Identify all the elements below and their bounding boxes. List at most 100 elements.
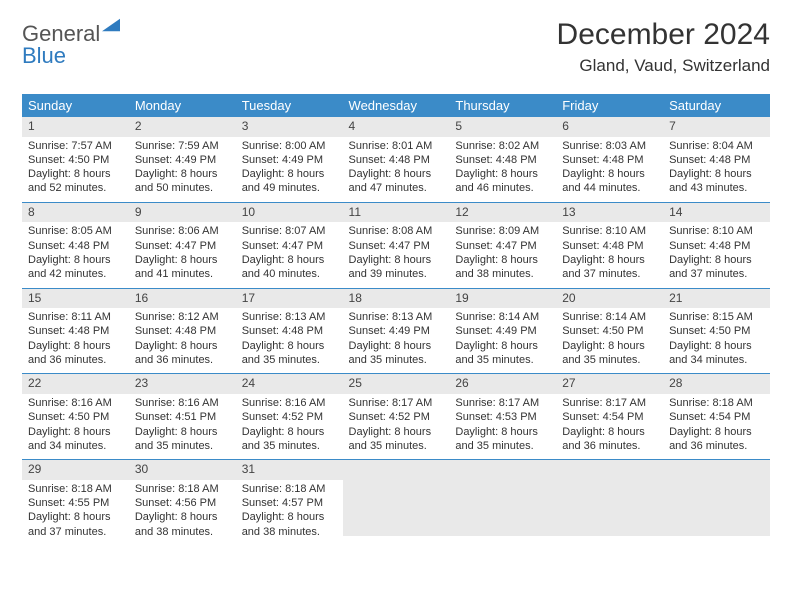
day-content: Sunrise: 8:18 AMSunset: 4:57 PMDaylight:…: [236, 480, 343, 545]
daylight-text: Daylight: 8 hours and 38 minutes.: [455, 253, 550, 282]
sunset-text: Sunset: 4:56 PM: [135, 496, 230, 510]
day-number: 31: [236, 460, 343, 480]
calendar-cell: 1Sunrise: 7:57 AMSunset: 4:50 PMDaylight…: [22, 117, 129, 202]
calendar-cell-empty: [449, 460, 556, 545]
calendar-cell: 26Sunrise: 8:17 AMSunset: 4:53 PMDayligh…: [449, 374, 556, 460]
sunrise-text: Sunrise: 8:17 AM: [349, 396, 444, 410]
day-header: Friday: [556, 94, 663, 117]
day-content: Sunrise: 8:16 AMSunset: 4:52 PMDaylight:…: [236, 394, 343, 459]
sunrise-text: Sunrise: 8:09 AM: [455, 224, 550, 238]
day-number: 16: [129, 289, 236, 309]
day-content: Sunrise: 8:18 AMSunset: 4:54 PMDaylight:…: [663, 394, 770, 459]
day-content: Sunrise: 8:05 AMSunset: 4:48 PMDaylight:…: [22, 222, 129, 287]
day-number: 3: [236, 117, 343, 137]
daylight-text: Daylight: 8 hours and 34 minutes.: [669, 339, 764, 368]
day-number: 10: [236, 203, 343, 223]
daylight-text: Daylight: 8 hours and 37 minutes.: [669, 253, 764, 282]
calendar-cell: 28Sunrise: 8:18 AMSunset: 4:54 PMDayligh…: [663, 374, 770, 460]
day-content: Sunrise: 8:16 AMSunset: 4:51 PMDaylight:…: [129, 394, 236, 459]
sunrise-text: Sunrise: 8:17 AM: [455, 396, 550, 410]
sunrise-text: Sunrise: 8:11 AM: [28, 310, 123, 324]
day-header: Tuesday: [236, 94, 343, 117]
day-number: 20: [556, 289, 663, 309]
day-content: Sunrise: 8:02 AMSunset: 4:48 PMDaylight:…: [449, 137, 556, 202]
sunset-text: Sunset: 4:51 PM: [135, 410, 230, 424]
day-content: Sunrise: 7:57 AMSunset: 4:50 PMDaylight:…: [22, 137, 129, 202]
day-content: Sunrise: 8:04 AMSunset: 4:48 PMDaylight:…: [663, 137, 770, 202]
day-header: Wednesday: [343, 94, 450, 117]
day-number: 24: [236, 374, 343, 394]
day-number: 14: [663, 203, 770, 223]
calendar-cell: 30Sunrise: 8:18 AMSunset: 4:56 PMDayligh…: [129, 460, 236, 545]
calendar-cell: 10Sunrise: 8:07 AMSunset: 4:47 PMDayligh…: [236, 202, 343, 288]
calendar-cell: 14Sunrise: 8:10 AMSunset: 4:48 PMDayligh…: [663, 202, 770, 288]
day-content: Sunrise: 8:17 AMSunset: 4:54 PMDaylight:…: [556, 394, 663, 459]
calendar-cell: 22Sunrise: 8:16 AMSunset: 4:50 PMDayligh…: [22, 374, 129, 460]
sunrise-text: Sunrise: 8:16 AM: [242, 396, 337, 410]
calendar-row: 8Sunrise: 8:05 AMSunset: 4:48 PMDaylight…: [22, 202, 770, 288]
sunset-text: Sunset: 4:48 PM: [28, 324, 123, 338]
day-number: 28: [663, 374, 770, 394]
calendar-cell: 23Sunrise: 8:16 AMSunset: 4:51 PMDayligh…: [129, 374, 236, 460]
sunset-text: Sunset: 4:50 PM: [28, 153, 123, 167]
day-number: 7: [663, 117, 770, 137]
day-content: Sunrise: 8:03 AMSunset: 4:48 PMDaylight:…: [556, 137, 663, 202]
calendar-cell: 24Sunrise: 8:16 AMSunset: 4:52 PMDayligh…: [236, 374, 343, 460]
daylight-text: Daylight: 8 hours and 35 minutes.: [455, 425, 550, 454]
sunset-text: Sunset: 4:49 PM: [349, 324, 444, 338]
calendar-cell: 7Sunrise: 8:04 AMSunset: 4:48 PMDaylight…: [663, 117, 770, 202]
daylight-text: Daylight: 8 hours and 36 minutes.: [669, 425, 764, 454]
sunrise-text: Sunrise: 8:18 AM: [28, 482, 123, 496]
sunrise-text: Sunrise: 8:10 AM: [562, 224, 657, 238]
daylight-text: Daylight: 8 hours and 38 minutes.: [135, 510, 230, 539]
sunset-text: Sunset: 4:50 PM: [28, 410, 123, 424]
day-content: Sunrise: 8:17 AMSunset: 4:52 PMDaylight:…: [343, 394, 450, 459]
logo: General Blue: [22, 18, 120, 67]
sunrise-text: Sunrise: 8:18 AM: [135, 482, 230, 496]
day-header: Saturday: [663, 94, 770, 117]
daylight-text: Daylight: 8 hours and 43 minutes.: [669, 167, 764, 196]
sunrise-text: Sunrise: 8:13 AM: [242, 310, 337, 324]
daylight-text: Daylight: 8 hours and 41 minutes.: [135, 253, 230, 282]
day-content: Sunrise: 8:14 AMSunset: 4:50 PMDaylight:…: [556, 308, 663, 373]
day-content: Sunrise: 8:13 AMSunset: 4:48 PMDaylight:…: [236, 308, 343, 373]
daylight-text: Daylight: 8 hours and 35 minutes.: [242, 339, 337, 368]
sunrise-text: Sunrise: 8:14 AM: [455, 310, 550, 324]
calendar-cell: 3Sunrise: 8:00 AMSunset: 4:49 PMDaylight…: [236, 117, 343, 202]
sunset-text: Sunset: 4:55 PM: [28, 496, 123, 510]
daylight-text: Daylight: 8 hours and 50 minutes.: [135, 167, 230, 196]
day-number: 15: [22, 289, 129, 309]
day-content: Sunrise: 8:12 AMSunset: 4:48 PMDaylight:…: [129, 308, 236, 373]
sunrise-text: Sunrise: 8:05 AM: [28, 224, 123, 238]
sunset-text: Sunset: 4:48 PM: [669, 153, 764, 167]
day-number: 26: [449, 374, 556, 394]
sunrise-text: Sunrise: 8:03 AM: [562, 139, 657, 153]
calendar-cell-empty: [556, 460, 663, 545]
daylight-text: Daylight: 8 hours and 49 minutes.: [242, 167, 337, 196]
day-content: Sunrise: 8:06 AMSunset: 4:47 PMDaylight:…: [129, 222, 236, 287]
calendar-cell: 31Sunrise: 8:18 AMSunset: 4:57 PMDayligh…: [236, 460, 343, 545]
sunset-text: Sunset: 4:48 PM: [242, 324, 337, 338]
day-content: Sunrise: 8:15 AMSunset: 4:50 PMDaylight:…: [663, 308, 770, 373]
sunrise-text: Sunrise: 8:15 AM: [669, 310, 764, 324]
day-number: 2: [129, 117, 236, 137]
day-content: Sunrise: 8:08 AMSunset: 4:47 PMDaylight:…: [343, 222, 450, 287]
sunrise-text: Sunrise: 8:06 AM: [135, 224, 230, 238]
day-number: 27: [556, 374, 663, 394]
sunset-text: Sunset: 4:47 PM: [455, 239, 550, 253]
day-number: 21: [663, 289, 770, 309]
daylight-text: Daylight: 8 hours and 37 minutes.: [28, 510, 123, 539]
calendar-cell: 15Sunrise: 8:11 AMSunset: 4:48 PMDayligh…: [22, 288, 129, 374]
sunset-text: Sunset: 4:48 PM: [669, 239, 764, 253]
calendar-cell: 25Sunrise: 8:17 AMSunset: 4:52 PMDayligh…: [343, 374, 450, 460]
daylight-text: Daylight: 8 hours and 34 minutes.: [28, 425, 123, 454]
day-number: 8: [22, 203, 129, 223]
sunset-text: Sunset: 4:49 PM: [455, 324, 550, 338]
calendar-cell: 4Sunrise: 8:01 AMSunset: 4:48 PMDaylight…: [343, 117, 450, 202]
day-number: 12: [449, 203, 556, 223]
calendar-cell: 17Sunrise: 8:13 AMSunset: 4:48 PMDayligh…: [236, 288, 343, 374]
day-number: 19: [449, 289, 556, 309]
calendar-cell: 8Sunrise: 8:05 AMSunset: 4:48 PMDaylight…: [22, 202, 129, 288]
sunset-text: Sunset: 4:48 PM: [349, 153, 444, 167]
daylight-text: Daylight: 8 hours and 36 minutes.: [28, 339, 123, 368]
